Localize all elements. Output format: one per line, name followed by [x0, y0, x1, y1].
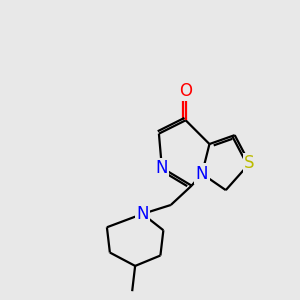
- Text: N: N: [196, 165, 208, 183]
- Text: N: N: [136, 205, 149, 223]
- Text: O: O: [179, 82, 192, 100]
- Text: N: N: [156, 159, 168, 177]
- Text: S: S: [244, 154, 255, 172]
